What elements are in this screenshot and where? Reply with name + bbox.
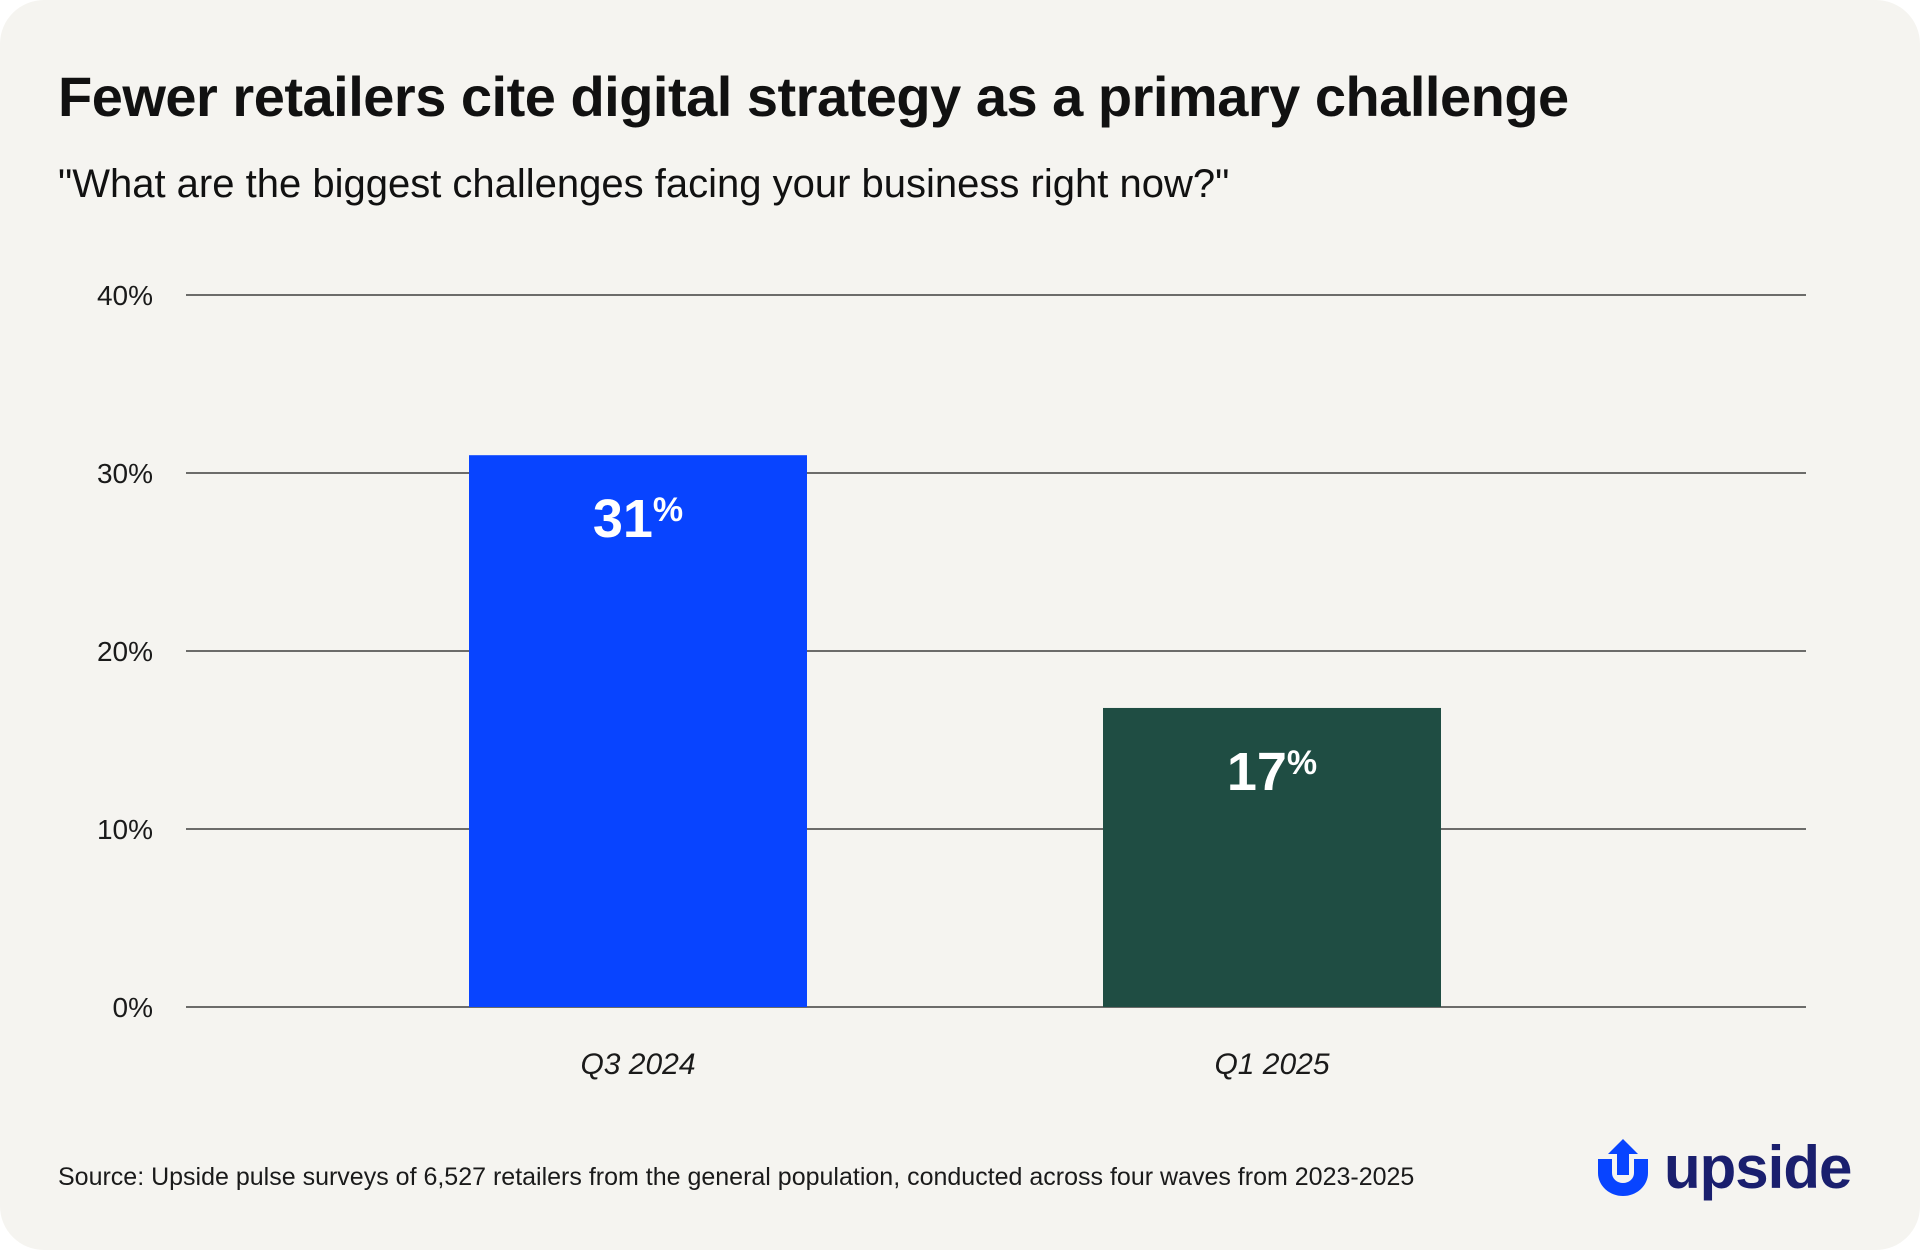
y-tick-label: 40% [97,280,153,311]
x-tick-label: Q3 2024 [580,1048,695,1081]
data-label: 31% [593,489,683,549]
chart-title: Fewer retailers cite digital strategy as… [58,65,1569,128]
upside-arrow-icon [1598,1139,1648,1196]
y-axis-ticks: 0% 10% 20% 30% 40% [97,280,153,1023]
data-label-suffix: % [653,491,683,529]
data-labels: 31%17% [593,489,1317,802]
bar-chart: 0%10%20%30%40% 31%17% Q3 2024 Q1 2025 [97,280,1806,1081]
logo-wordmark: upside [1664,1134,1852,1201]
x-axis-ticks: Q3 2024 Q1 2025 [580,1048,1329,1081]
bar-q3-2024 [469,455,807,1007]
source-note: Source: Upside pulse surveys of 6,527 re… [58,1163,1415,1191]
x-tick-label: Q1 2025 [1214,1048,1329,1081]
bar-q1-2025 [1103,707,1441,1007]
bars [469,455,1441,1007]
data-label-value: 31 [593,489,653,549]
y-tick-label: 0% [113,992,153,1023]
chart-subtitle: "What are the biggest challenges facing … [58,162,1230,206]
data-label: 17% [1227,742,1317,802]
data-label-value: 17 [1227,742,1287,802]
y-tick-label: 30% [97,458,153,489]
y-tick-label: 10% [97,814,153,845]
data-label-suffix: % [1287,744,1317,782]
y-tick-label: 20% [97,636,153,667]
upside-logo: upside [1594,1134,1852,1201]
gridlines [186,294,1806,1008]
